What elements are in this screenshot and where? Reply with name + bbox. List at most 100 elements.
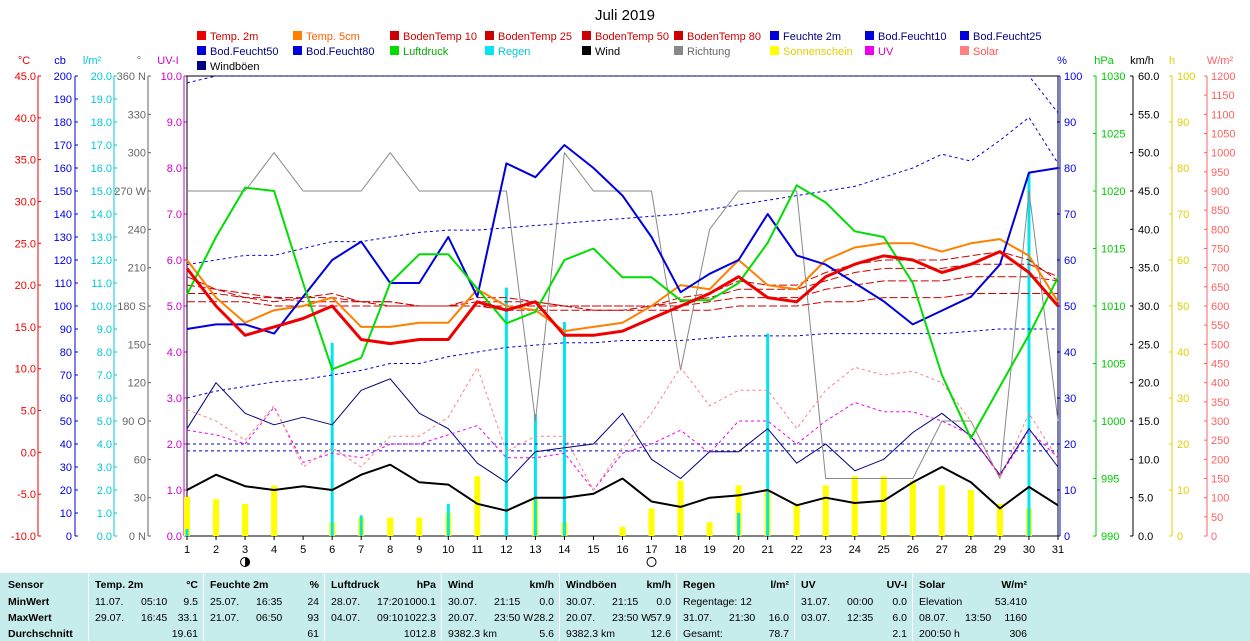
legend-label: Bod.Feucht10 [878,31,947,43]
stats-unit: km/h [646,579,671,591]
cb-tick-label: 140 [54,209,72,221]
stats-cell-time: 16:45 [141,612,168,624]
series-solar [186,366,1059,491]
stats-cell-value: 19.61 [171,628,198,640]
legend-label: Bod.Feucht50 [210,46,279,58]
regen-bar [330,342,334,536]
hum-tick-label: 90 [1064,117,1076,129]
uv-tick-label: 3.0 [167,393,182,405]
stats-cell-value: 5.6 [539,628,554,640]
rain-axis-unit: l/m² [83,55,102,67]
stats-cell-date: 08.07. [919,612,949,624]
cb-tick-label: 10 [60,508,72,520]
stats-row-label: Durchschnitt [8,628,73,640]
cb-tick-label: 80 [60,347,72,359]
stats-cell-value: 61 [307,628,319,640]
sun-axis-unit: h [1169,55,1175,67]
solar-tick-label: 400 [1211,378,1229,390]
x-tick-label: 17 [645,544,657,556]
press-tick-label: 1015 [1101,244,1125,256]
regen-bar [1027,172,1031,536]
stats-cell-date: 29.07. [95,612,125,624]
stats-cell-date: 30.07. [448,596,478,608]
stats-cell-value: 0.0 [892,596,907,608]
sonnenschein-bar [619,526,626,536]
dir-tick-label: 120 [128,378,146,390]
solar-tick-label: 1000 [1211,148,1235,160]
wind-tick-label: 10.0 [1138,454,1159,466]
series-temp-2m [185,250,1060,346]
stats-cell-time: 23:50 W [494,612,534,624]
series-bodentemp-50 [187,276,1059,307]
dir-tick-label: 60 [134,454,146,466]
axes: °C 45.0 40.0 35.0 30.0 25.0 20.0 15.0 10.0 5.0 0.0… [11,55,1236,543]
rain-tick-label: 19.0 [91,94,112,106]
temp-tick-label: 30.0 [15,196,36,208]
x-tick-label: 14 [558,544,570,556]
rain-tick-label: 0.0 [97,531,112,543]
stats-cell-value: 1022.3 [403,612,436,624]
sun-tick-label: 10 [1177,485,1189,497]
stats-unit: l/m² [770,579,789,591]
temp-tick-label: -5.0 [17,489,36,501]
sonnenschein-bar [909,480,916,536]
legend-label: UV [878,46,894,58]
legend-label: Windböen [210,61,260,73]
legend-label: BodenTemp 25 [498,31,572,43]
dir-tick-label: 240 [128,224,146,236]
wind-tick-label: 35.0 [1138,263,1159,275]
dir-tick-label: 30 [134,493,146,505]
x-tick-label: 11 [472,544,483,556]
stats-cell-date: 31.07. [801,596,831,608]
hum-tick-label: 10 [1064,485,1076,497]
wind-tick-label: 45.0 [1138,186,1159,198]
series-windb-en [186,378,1059,483]
stats-row-label: MaxWert [8,612,52,624]
cb-tick-label: 170 [54,140,72,152]
sun-tick-label: 40 [1177,347,1189,359]
x-tick-label: 15 [587,544,599,556]
legend-label: Bod.Feucht80 [306,46,375,58]
uv-tick-label: 5.0 [167,301,182,313]
press-tick-label: 1030 [1101,71,1125,83]
cb-tick-label: 190 [54,94,72,106]
sonnenschein-bar [967,490,974,536]
stats-hum: Feuchte 2m% 25.07. 16:35 24 21.07. 06:50 93 61 [203,573,325,641]
stats-cell-date: 28.07. [331,596,361,608]
x-tick-label: 26 [907,544,919,556]
solar-tick-label: 700 [1211,263,1229,275]
cb-tick-label: 50 [60,416,72,428]
rain-tick-label: 1.0 [97,508,112,520]
stats-press: Luftdruck hPa 28.07. 17:20 1000.1 04.07. 09:10… [324,573,442,641]
rain-tick-label: 9.0 [97,324,112,336]
x-tick-label: 16 [616,544,628,556]
stats-cell-value: 0.0 [539,596,554,608]
cb-tick-label: 70 [60,370,72,382]
cb-tick-label: 60 [60,393,72,405]
sun-tick-label: 70 [1177,209,1189,221]
series-bod-feucht25 [186,116,1059,266]
legend-swatch [197,31,206,40]
stats-unit: % [309,579,319,591]
legend-label: Bod.Feucht25 [973,31,1042,43]
legend-label: Regen [498,46,530,58]
wind-tick-label: 5.0 [1138,493,1153,505]
sonnenschein-bar [793,503,800,536]
x-tick-label: 7 [358,544,364,556]
uv-tick-label: 8.0 [167,163,182,175]
x-tick-label: 5 [300,544,306,556]
rain-tick-label: 11.0 [91,278,112,290]
stats-cell-date: 20.07. [566,612,596,624]
stats-cell-value: 57.9 [650,612,671,624]
stats-header: Wind [448,579,474,591]
stats-cell-value: 33.1 [177,612,198,624]
legend-label: Temp. 5cm [306,31,360,43]
sun-tick-label: 60 [1177,255,1189,267]
x-tick-label: 13 [529,544,541,556]
regen-bar [504,287,508,536]
uv-tick-label: 9.0 [167,117,182,129]
dir-tick-label: 0 N [129,531,146,543]
solar-tick-label: 1100 [1211,109,1235,121]
hum-tick-label: 20 [1064,439,1076,451]
stats-cell-time: 05:10 [141,596,168,608]
